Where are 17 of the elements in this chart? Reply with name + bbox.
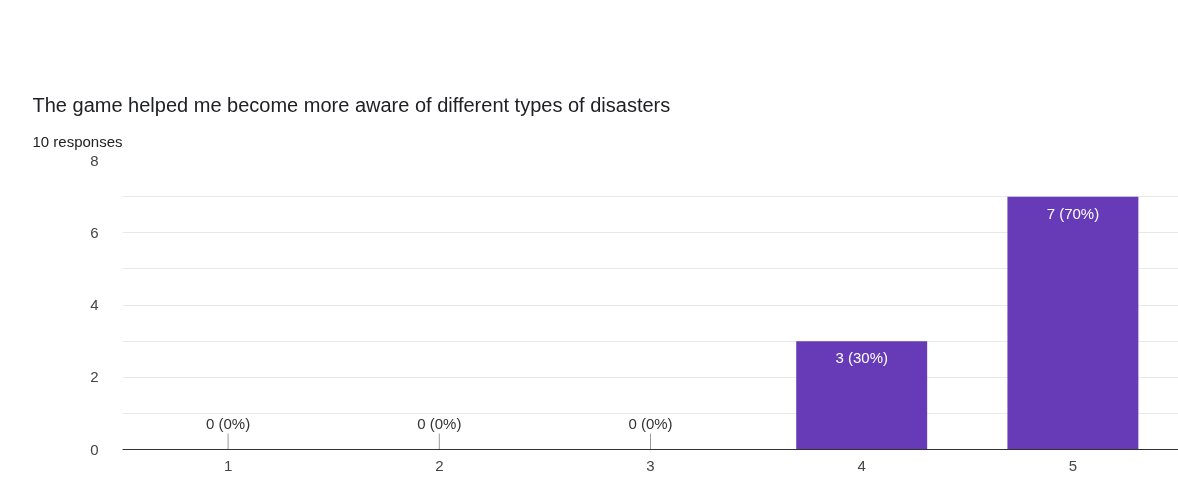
y-tick-label: 6	[90, 223, 99, 241]
x-tick-label: 1	[223, 456, 233, 474]
data-label: 0 (0%)	[417, 414, 462, 432]
data-label: 3 (30%)	[835, 349, 888, 367]
chart-subtitle: 10 responses	[32, 132, 123, 150]
x-tick-label: 3	[646, 456, 655, 474]
chart-title: The game helped me become more aware of different types of disasters	[32, 93, 671, 116]
data-label: 7 (70%)	[1046, 204, 1100, 222]
data-label: 0 (0%)	[206, 414, 251, 432]
x-tick-label: 5	[1068, 456, 1078, 474]
y-tick-label: 2	[90, 368, 99, 386]
x-tick-label: 4	[857, 456, 866, 474]
y-tick-label: 0	[90, 440, 99, 458]
x-tick-label: 2	[435, 456, 444, 474]
y-tick-label: 8	[90, 151, 99, 169]
data-label: 0 (0%)	[628, 414, 673, 432]
y-tick-label: 4	[90, 296, 99, 313]
